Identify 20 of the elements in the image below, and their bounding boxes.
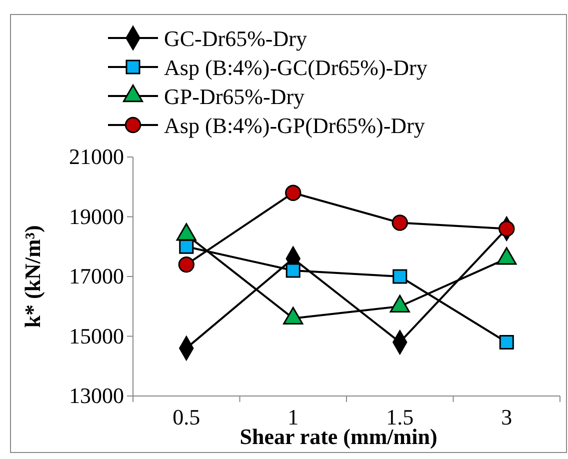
legend-label: GP-Dr65%-Dry [164,84,305,109]
legend-label: Asp (B:4%)-GP(Dr65%)-Dry [164,113,425,138]
legend-label: GC-Dr65%-Dry [164,26,307,51]
legend-label: Asp (B:4%)-GC(Dr65%)-Dry [164,55,428,80]
point [285,184,302,201]
y-axis-title: k* (kN/m³) [20,225,45,328]
point [179,239,194,254]
point [499,334,514,350]
y-tick-label: 19000 [69,204,124,229]
y-tick-label: 13000 [69,383,124,408]
point [392,269,408,284]
x-tick-label: 0.5 [172,404,200,430]
point [286,263,300,278]
point [498,220,515,237]
y-tick-label: 17000 [69,264,124,289]
y-tick-label: 15000 [69,323,124,348]
x-tick-label: 3 [501,404,512,430]
point [178,256,194,273]
point [392,214,408,231]
y-tick-label: 21000 [69,144,124,170]
